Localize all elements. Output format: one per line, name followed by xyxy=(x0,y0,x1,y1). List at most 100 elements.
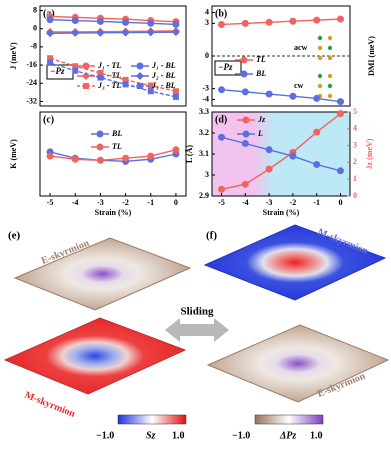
marker xyxy=(313,161,321,168)
x-tick-label: -5 xyxy=(218,198,225,207)
marker xyxy=(336,15,344,23)
series-line xyxy=(49,57,177,92)
marker xyxy=(172,20,180,28)
y-tick-label: 8 xyxy=(33,5,37,14)
plane xyxy=(206,324,390,403)
annotation-box xyxy=(214,60,242,76)
y-tick-label: -8 xyxy=(30,42,37,51)
marker xyxy=(137,83,143,89)
x-tick-label: -2 xyxy=(122,198,129,207)
series-line xyxy=(50,31,176,34)
atom-icon xyxy=(327,73,333,79)
colorbar-label: Sz xyxy=(146,430,156,441)
atom-icon xyxy=(327,55,333,61)
legend-label: J₃ - TL xyxy=(97,81,121,90)
colorbar xyxy=(254,414,324,425)
atom-icon xyxy=(327,35,333,41)
y-tick-label: 0 xyxy=(205,51,209,60)
y2-tick-label: 2 xyxy=(353,157,357,166)
legend-label: J₂ - BL xyxy=(151,71,176,80)
marker xyxy=(122,76,129,83)
x-tick-label: 0 xyxy=(174,198,178,207)
marker xyxy=(46,29,55,38)
legend-label: Jz xyxy=(257,115,266,124)
x-axis-label: Strain (%) xyxy=(95,208,132,217)
legend-label: TL xyxy=(112,142,122,151)
series-line xyxy=(221,18,341,26)
marker xyxy=(218,133,226,141)
plane xyxy=(3,317,187,395)
marker xyxy=(96,17,104,25)
marker xyxy=(96,28,105,37)
marker xyxy=(313,94,321,102)
marker xyxy=(46,152,54,160)
y-tick-label: 3.1 xyxy=(199,149,209,158)
marker xyxy=(265,18,273,26)
x-axis-label: Strain (%) xyxy=(263,208,300,217)
marker xyxy=(265,165,273,173)
x-tick-label: 0 xyxy=(338,198,342,207)
marker xyxy=(97,74,104,81)
y-axis-label: J (meV) xyxy=(9,42,18,70)
panel-e: (e) E-skyrmion M-skyrmion −1.0 Sz 1.0 xyxy=(3,230,192,441)
marker xyxy=(336,110,344,118)
series-line xyxy=(221,136,341,172)
y-tick-label: -16 xyxy=(26,60,37,69)
colorbar-label: ΔPz xyxy=(279,430,296,441)
marker xyxy=(71,17,79,25)
legend-label: J₃ - BL xyxy=(151,81,176,90)
legend-label: TL xyxy=(256,55,266,64)
frame xyxy=(39,111,187,197)
atom-icon xyxy=(317,35,323,41)
marker xyxy=(241,88,249,96)
atom-icon xyxy=(317,45,323,51)
x-tick-label: -1 xyxy=(147,198,154,207)
y-axis-label: K (meV) xyxy=(9,139,18,169)
marker xyxy=(171,28,180,37)
legend-label: L xyxy=(257,129,263,138)
marker xyxy=(242,116,250,124)
marker xyxy=(47,55,54,62)
x-tick-label: -3 xyxy=(266,198,273,207)
colorbar-max: 1.0 xyxy=(172,430,185,441)
atom-icon xyxy=(327,93,333,99)
atom-icon xyxy=(317,55,323,61)
y2-tick-label: 0 xyxy=(353,191,357,200)
marker xyxy=(136,62,144,70)
marker xyxy=(71,155,79,163)
marker xyxy=(122,81,129,88)
marker xyxy=(121,28,130,37)
marker xyxy=(313,128,321,136)
y2-tick-label: 4 xyxy=(353,124,357,133)
marker xyxy=(96,143,104,151)
x-tick-label: -2 xyxy=(290,198,297,207)
panel-label: (d) xyxy=(215,114,227,125)
x-tick-label: -3 xyxy=(97,198,104,207)
legend-label: BL xyxy=(255,69,266,78)
marker xyxy=(241,19,249,27)
marker xyxy=(265,146,273,154)
series-line xyxy=(49,151,177,163)
marker xyxy=(147,152,155,160)
marker xyxy=(242,130,250,138)
y-tick-label: 3 xyxy=(205,170,209,179)
marker xyxy=(172,146,180,154)
marker xyxy=(136,72,144,80)
marker xyxy=(218,86,226,94)
marker xyxy=(96,130,104,138)
marker xyxy=(122,18,130,26)
series-line xyxy=(221,113,341,190)
plane xyxy=(13,237,192,311)
marker xyxy=(172,93,179,100)
y-tick-label: 3.3 xyxy=(199,107,209,116)
marker xyxy=(313,16,321,24)
panel-label: (b) xyxy=(215,8,227,19)
marker xyxy=(146,28,155,37)
panel-f: (f) M-skyrmion E-skyrmion −1.0 ΔPz 1.0 xyxy=(203,224,390,441)
marker xyxy=(47,59,54,66)
panel-label: (c) xyxy=(43,114,54,125)
marker xyxy=(336,167,344,175)
series-line xyxy=(50,15,176,23)
arrow-label: Sliding xyxy=(180,306,214,318)
